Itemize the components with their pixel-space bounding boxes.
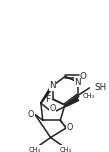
Text: O: O: [67, 123, 73, 132]
Text: O: O: [49, 104, 56, 113]
Text: O: O: [28, 110, 34, 119]
Text: CH₃: CH₃: [60, 147, 72, 152]
Polygon shape: [64, 98, 79, 107]
Text: CH₃: CH₃: [83, 93, 95, 99]
Text: O: O: [79, 72, 86, 81]
Text: SH: SH: [94, 83, 107, 92]
Text: N: N: [49, 81, 56, 90]
Text: F: F: [46, 95, 51, 104]
Text: N: N: [75, 78, 81, 87]
Text: CH₃: CH₃: [29, 147, 41, 152]
Polygon shape: [41, 85, 54, 103]
